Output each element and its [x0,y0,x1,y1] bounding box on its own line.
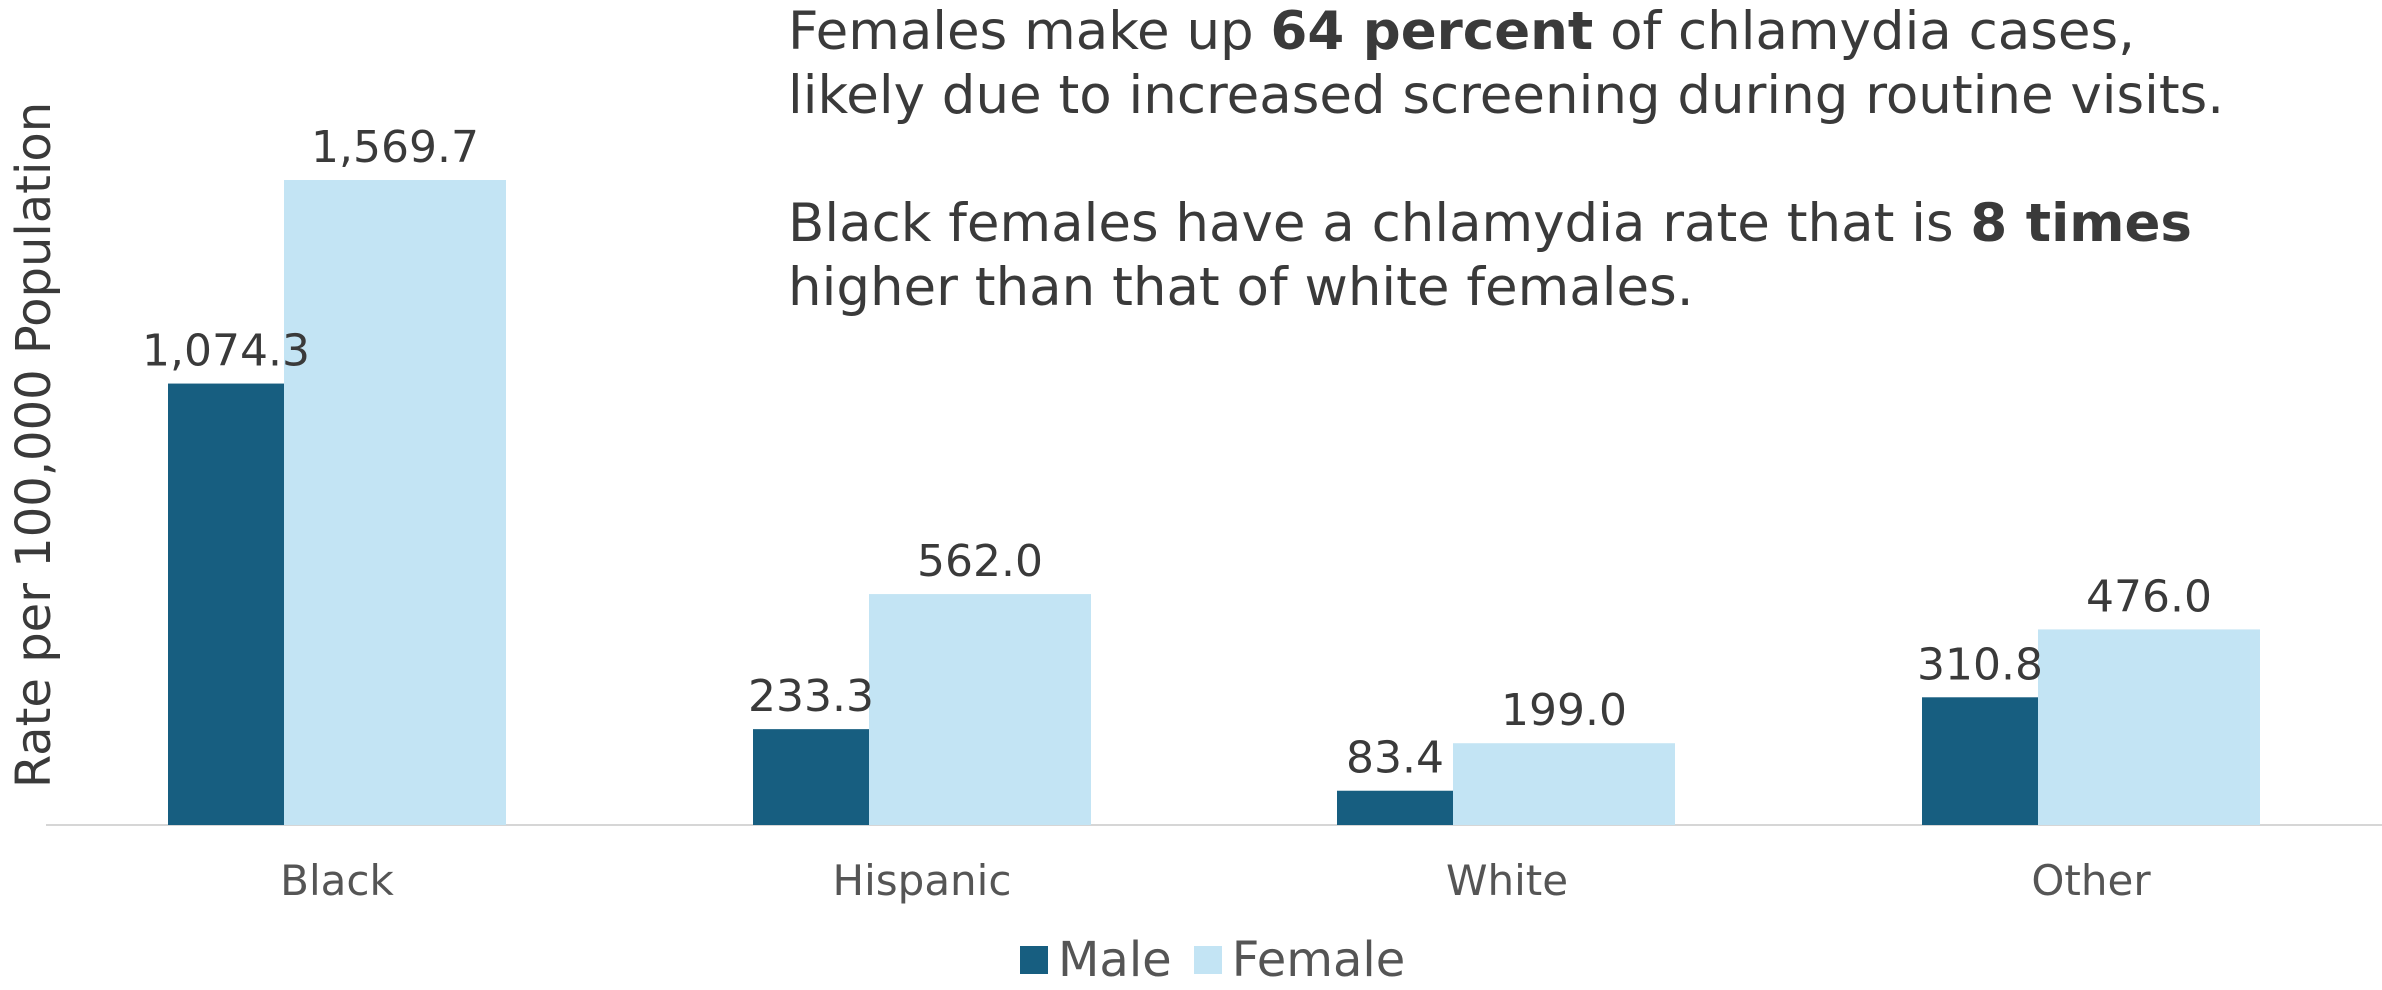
value-label-white-male: 83.4 [1346,733,1444,784]
annotation-highlight-1: 64 percent [1270,1,1594,62]
bar-other-female [2038,629,2260,825]
bar-hispanic-male [753,729,869,825]
bar-white-female [1453,743,1675,825]
value-label-hispanic-female: 562.0 [917,536,1043,587]
legend-item-male: Male [1020,932,1172,988]
bar-other-male [1922,697,2038,825]
value-label-black-female: 1,569.7 [311,122,479,173]
category-label-hispanic: Hispanic [833,856,1012,905]
bars-group [168,180,2260,825]
category-label-other: Other [2031,856,2151,905]
category-label-black: Black [280,856,394,905]
value-label-black-male: 1,074.3 [142,326,310,377]
legend-swatch-male [1020,946,1048,974]
value-label-hispanic-male: 233.3 [748,671,874,722]
legend-swatch-female [1193,946,1222,974]
legend-item-female: Female [1193,932,1406,988]
category-labels-group: Black Hispanic White Other [280,856,2151,905]
bar-white-male [1337,790,1453,825]
chart-legend: Male Female [1020,930,1427,990]
annotation-highlight-2: 8 times [1970,193,2192,254]
category-label-white: White [1446,856,1568,905]
annotation-paragraph-2: Black females have a chlamydia rate that… [788,193,2192,318]
bar-black-male [168,383,284,825]
legend-label-female: Female [1231,932,1406,988]
value-label-white-female: 199.0 [1501,685,1627,736]
chart-annotation: Females make up 64 percent of chlamydia … [788,0,2288,384]
y-axis-label: Rate per 100,000 Population [6,102,62,788]
bar-hispanic-female [869,594,1091,825]
legend-label-male: Male [1058,932,1172,988]
value-labels-group: 1,074.3 1,569.7 233.3 562.0 83.4 199.0 310.8 47… [142,122,2212,784]
value-label-other-female: 476.0 [2086,571,2212,622]
annotation-paragraph-1: Females make up 64 percent of chlamydia … [788,1,2225,126]
bar-black-female [284,180,506,825]
value-label-other-male: 310.8 [1917,639,2043,690]
